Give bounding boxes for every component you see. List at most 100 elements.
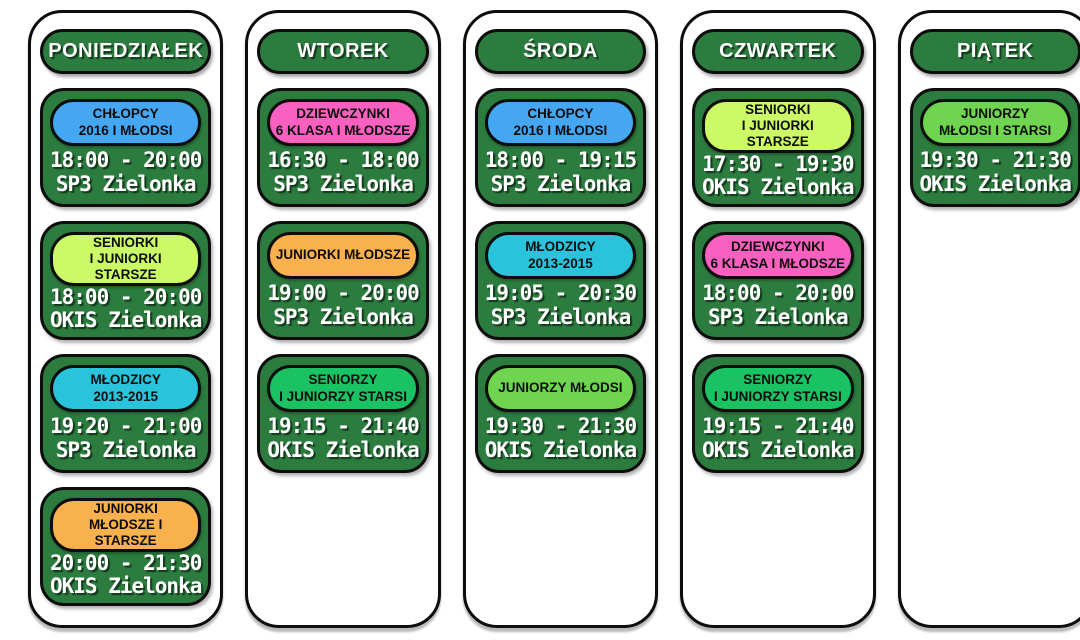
session-time: 19:30 - 21:30 bbox=[484, 414, 637, 439]
session-card: SENIORKI I JUNIORKI STARSZE 18:00 - 20:00 O… bbox=[40, 221, 212, 340]
group-label-line: 2016 I MŁODSI bbox=[78, 122, 173, 138]
session-venue: SP3 Zielonka bbox=[490, 304, 632, 329]
session-time: 19:05 - 20:30 bbox=[484, 281, 637, 306]
group-label-line: SENIORZY bbox=[743, 372, 813, 388]
session-time: 20:00 - 21:30 bbox=[50, 550, 202, 575]
session-card: JUNIORKI MŁODSZE I STARSZE 20:00 - 21:30 OK… bbox=[40, 487, 212, 606]
session-time: 19:15 - 21:40 bbox=[702, 414, 854, 439]
day-header: ŚRODA bbox=[474, 29, 647, 74]
session-time: 18:00 - 20:00 bbox=[50, 284, 202, 309]
group-label-line: JUNIORKI MŁODSZE bbox=[275, 247, 411, 263]
session-card: MŁODZICY 2013-2015 19:20 - 21:00 SP3 Zielon… bbox=[40, 354, 212, 473]
session-card: SENIORZY I JUNIORZY STARSI 19:15 - 21:40 OK… bbox=[257, 354, 429, 473]
session-venue: OKIS Zielonka bbox=[484, 437, 637, 462]
group-label-line: I JUNIORKI STARSZE bbox=[89, 250, 162, 282]
group-label-line: 6 KLASA I MŁODSZE bbox=[275, 122, 411, 138]
session-time: 19:15 - 21:40 bbox=[267, 414, 419, 439]
session-venue: OKIS Zielonka bbox=[267, 437, 419, 462]
group-pill: SENIORZY I JUNIORZY STARSI bbox=[702, 365, 854, 412]
day-header: PONIEDZIAŁEK bbox=[40, 29, 212, 74]
session-venue: OKIS Zielonka bbox=[702, 174, 854, 199]
group-label-line: I JUNIORZY STARSI bbox=[713, 388, 842, 404]
session-info: 16:30 - 18:00 SP3 Zielonka bbox=[267, 146, 419, 199]
session-time: 19:30 - 21:30 bbox=[919, 148, 1072, 173]
day-header: PIĄTEK bbox=[909, 29, 1080, 74]
group-label-line: MŁODSZE I STARSZE bbox=[88, 516, 163, 548]
day-column: WTOREK DZIEWCZYNKI 6 KLASA I MŁODSZE 16:30 … bbox=[245, 10, 441, 628]
session-info: 19:20 - 21:00 SP3 Zielonka bbox=[50, 412, 202, 465]
group-pill: MŁODZICY 2013-2015 bbox=[484, 232, 637, 279]
group-label-line: JUNIORZY bbox=[961, 106, 1030, 122]
session-info: 19:00 - 20:00 SP3 Zielonka bbox=[267, 279, 419, 332]
group-pill: SENIORZY I JUNIORZY STARSI bbox=[267, 365, 419, 412]
group-pill: JUNIORKI MŁODSZE I STARSZE bbox=[50, 498, 202, 552]
session-card: JUNIORZY MŁODSI I STARSI 19:30 - 21:30 OKIS… bbox=[909, 88, 1080, 207]
group-label-line: CHŁOPCY bbox=[92, 106, 159, 122]
session-venue: OKIS Zielonka bbox=[50, 307, 202, 332]
session-card: SENIORKI I JUNIORKI STARSZE 17:30 - 19:30 O… bbox=[692, 88, 864, 207]
session-venue: SP3 Zielonka bbox=[55, 171, 197, 196]
group-pill: DZIEWCZYNKI 6 KLASA I MŁODSZE bbox=[702, 232, 854, 279]
group-label-line: SENIORKI bbox=[745, 101, 811, 117]
group-label-line: I JUNIORKI STARSZE bbox=[741, 117, 814, 149]
session-card: JUNIORZY MŁODSI 19:30 - 21:30 OKIS Zielonk… bbox=[474, 354, 647, 473]
group-label-line: SENIORZY bbox=[308, 372, 378, 388]
session-time: 18:00 - 20:00 bbox=[702, 281, 854, 306]
session-card: DZIEWCZYNKI 6 KLASA I MŁODSZE 18:00 - 20:0… bbox=[692, 221, 864, 340]
session-info: 19:15 - 21:40 OKIS Zielonka bbox=[267, 412, 419, 465]
group-label-line: 2016 I MŁODSI bbox=[513, 122, 608, 138]
group-label-line: JUNIORKI bbox=[93, 500, 158, 516]
day-header: WTOREK bbox=[257, 29, 429, 74]
session-card: DZIEWCZYNKI 6 KLASA I MŁODSZE 16:30 - 18:0… bbox=[257, 88, 429, 207]
group-pill: JUNIORZY MŁODSI I STARSI bbox=[919, 99, 1071, 146]
group-pill: DZIEWCZYNKI 6 KLASA I MŁODSZE bbox=[267, 99, 419, 146]
session-venue: SP3 Zielonka bbox=[273, 304, 414, 329]
group-label-line: MŁODZICY bbox=[525, 239, 596, 255]
group-label-line: JUNIORZY MŁODSI bbox=[498, 380, 623, 396]
group-label-line: SENIORKI bbox=[93, 234, 159, 250]
session-venue: SP3 Zielonka bbox=[55, 437, 197, 462]
session-info: 17:30 - 19:30 OKIS Zielonka bbox=[702, 151, 854, 199]
group-label-line: DZIEWCZYNKI bbox=[296, 106, 390, 122]
session-venue: SP3 Zielonka bbox=[490, 171, 632, 196]
group-label-line: I JUNIORZY STARSI bbox=[279, 388, 407, 404]
session-time: 18:00 - 19:15 bbox=[484, 148, 637, 173]
session-info: 18:00 - 20:00 OKIS Zielonka bbox=[50, 284, 202, 332]
session-info: 18:00 - 19:15 SP3 Zielonka bbox=[484, 146, 637, 199]
group-label-line: 6 KLASA I MŁODSZE bbox=[710, 255, 846, 271]
day-column: PIĄTEK JUNIORZY MŁODSI I STARSI 19:30 - 21:… bbox=[897, 10, 1080, 628]
session-venue: OKIS Zielonka bbox=[50, 573, 202, 598]
session-time: 19:20 - 21:00 bbox=[50, 414, 202, 439]
group-label-line: MŁODZICY bbox=[90, 372, 161, 388]
session-time: 19:00 - 20:00 bbox=[267, 281, 419, 306]
session-time: 16:30 - 18:00 bbox=[267, 148, 419, 173]
group-label-line: DZIEWCZYNKI bbox=[730, 239, 825, 255]
group-pill: MŁODZICY 2013-2015 bbox=[50, 365, 202, 412]
group-pill: JUNIORZY MŁODSI bbox=[484, 365, 637, 412]
group-label-line: CHŁOPCY bbox=[527, 106, 594, 122]
day-header: CZWARTEK bbox=[692, 29, 864, 74]
session-info: 18:00 - 20:00 SP3 Zielonka bbox=[702, 279, 854, 332]
session-venue: OKIS Zielonka bbox=[702, 437, 854, 462]
day-column: PONIEDZIAŁEK CHŁOPCY 2016 I MŁODSI 18:00 - … bbox=[28, 10, 224, 628]
session-info: 18:00 - 20:00 SP3 Zielonka bbox=[50, 146, 202, 199]
session-card: MŁODZICY 2013-2015 19:05 - 20:30 SP3 Zielon… bbox=[474, 221, 647, 340]
session-venue: OKIS Zielonka bbox=[919, 171, 1072, 196]
group-pill: CHŁOPCY 2016 I MŁODSI bbox=[50, 99, 202, 146]
group-pill: SENIORKI I JUNIORKI STARSZE bbox=[702, 99, 854, 153]
session-info: 19:30 - 21:30 OKIS Zielonka bbox=[484, 412, 637, 465]
session-venue: SP3 Zielonka bbox=[273, 171, 414, 196]
group-label-line: MŁODSI I STARSI bbox=[939, 122, 1052, 138]
session-info: 19:15 - 21:40 OKIS Zielonka bbox=[702, 412, 854, 465]
group-label-line: 2013-2015 bbox=[528, 255, 593, 271]
session-info: 20:00 - 21:30 OKIS Zielonka bbox=[50, 550, 202, 598]
group-label-line: 2013-2015 bbox=[93, 388, 158, 404]
session-card: CHŁOPCY 2016 I MŁODSI 18:00 - 20:00 SP3 Zie… bbox=[40, 88, 212, 207]
session-time: 17:30 - 19:30 bbox=[702, 151, 854, 176]
session-info: 19:05 - 20:30 SP3 Zielonka bbox=[484, 279, 637, 332]
session-card: SENIORZY I JUNIORZY STARSI 19:15 - 21:40 OK… bbox=[692, 354, 864, 473]
group-pill: JUNIORKI MŁODSZE bbox=[267, 232, 419, 279]
session-info: 19:30 - 21:30 OKIS Zielonka bbox=[919, 146, 1072, 199]
session-card: JUNIORKI MŁODSZE 19:00 - 20:00 SP3 Zielonk… bbox=[257, 221, 429, 340]
